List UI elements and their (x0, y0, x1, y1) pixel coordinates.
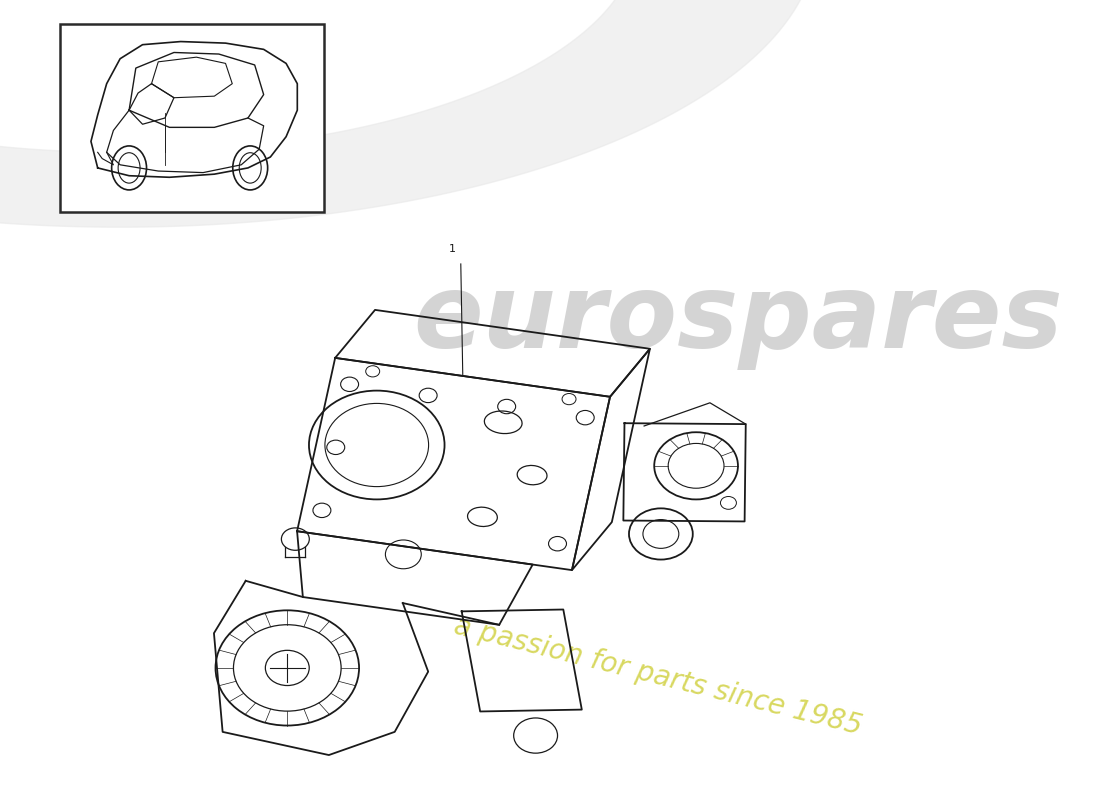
Text: a passion for parts since 1985: a passion for parts since 1985 (451, 612, 865, 740)
Text: eurospares: eurospares (412, 270, 1063, 370)
Bar (59, 24, 324, 212)
Polygon shape (0, 0, 815, 227)
Text: 1: 1 (449, 244, 456, 254)
